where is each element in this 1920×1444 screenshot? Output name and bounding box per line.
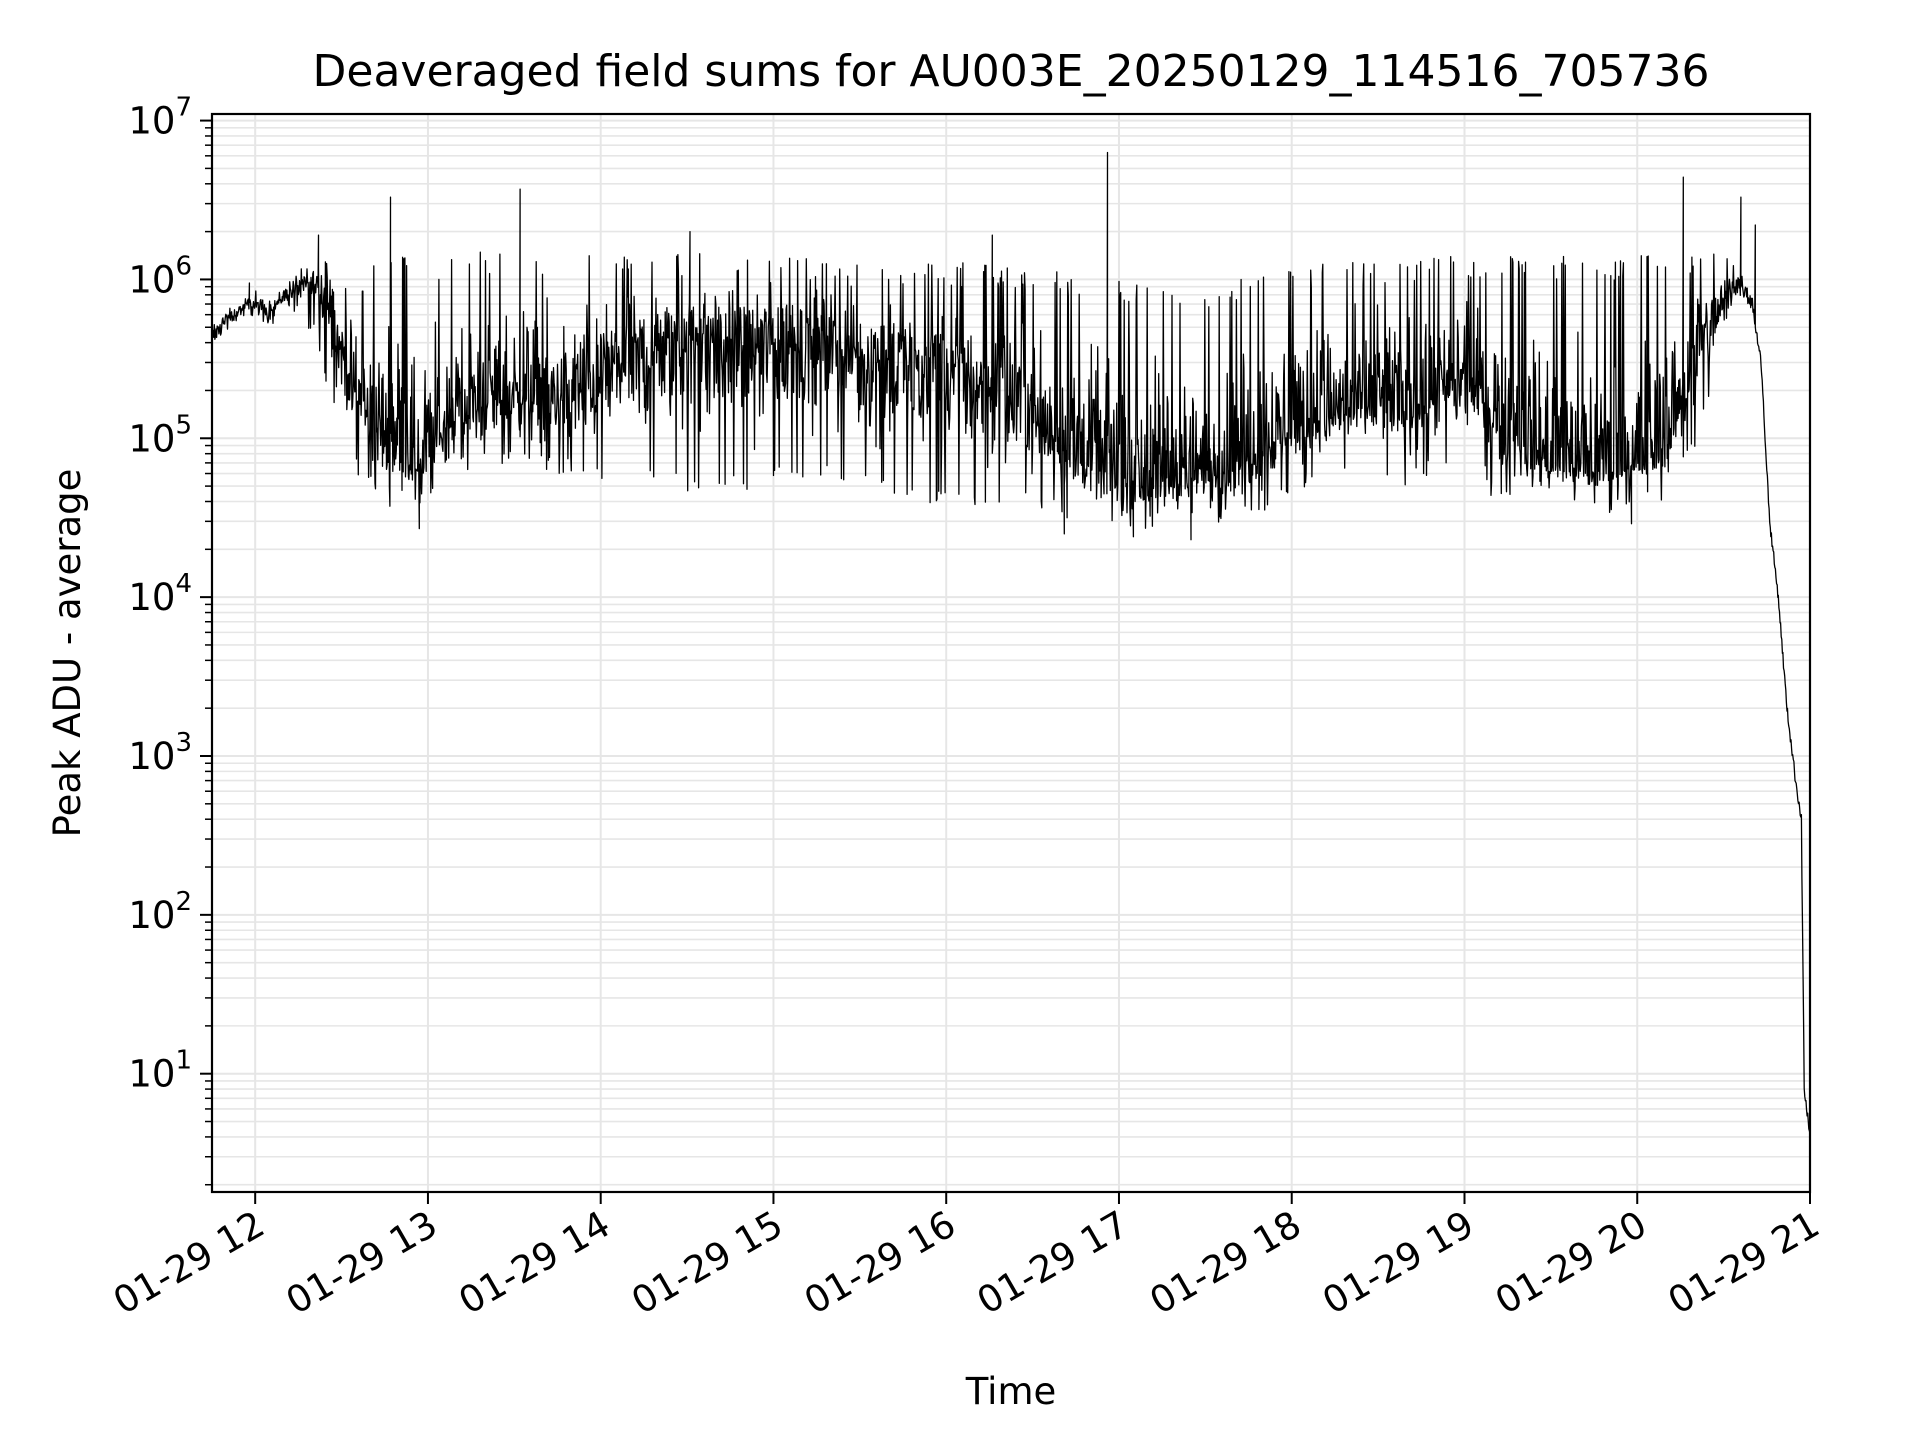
plot-area [211, 151, 1811, 1134]
y-tick-label: 105 [128, 410, 192, 460]
x-tick-label: 01-29 20 [1488, 1203, 1654, 1323]
y-tick-label: 102 [128, 887, 192, 937]
y-tick-label: 106 [128, 251, 192, 301]
x-tick-label: 01-29 19 [1315, 1203, 1481, 1323]
x-axis-ticks: 01-29 12 01-29 13 01-29 14 01-29 15 01-29 16… [106, 1192, 1827, 1323]
x-tick-label: 01-29 13 [279, 1203, 445, 1323]
y-tick-label: 107 [128, 93, 192, 143]
x-tick-label: 01-29 21 [1661, 1203, 1827, 1323]
y-tick-label: 101 [128, 1046, 192, 1096]
x-tick-label: 01-29 16 [797, 1203, 963, 1323]
y-axis-label: Peak ADU - average [46, 469, 89, 838]
x-axis-label: Time [965, 1370, 1057, 1413]
y-tick-label: 104 [128, 569, 192, 619]
series-line-peak-adu [211, 151, 1811, 1134]
y-axis-ticks: 101 102 103 104 105 106 107 [128, 93, 212, 1186]
x-tick-label: 01-29 12 [106, 1203, 272, 1323]
x-tick-label: 01-29 15 [624, 1203, 790, 1323]
y-tick-label: 103 [128, 728, 192, 778]
axes-frame [210, 112, 1812, 1194]
x-tick-label: 01-29 17 [970, 1203, 1136, 1323]
x-tick-label: 01-29 18 [1143, 1203, 1309, 1323]
x-tick-label: 01-29 14 [452, 1203, 618, 1323]
chart-title: Deaveraged field sums for AU003E_2025012… [313, 46, 1710, 97]
grid-lines [212, 114, 1811, 1192]
